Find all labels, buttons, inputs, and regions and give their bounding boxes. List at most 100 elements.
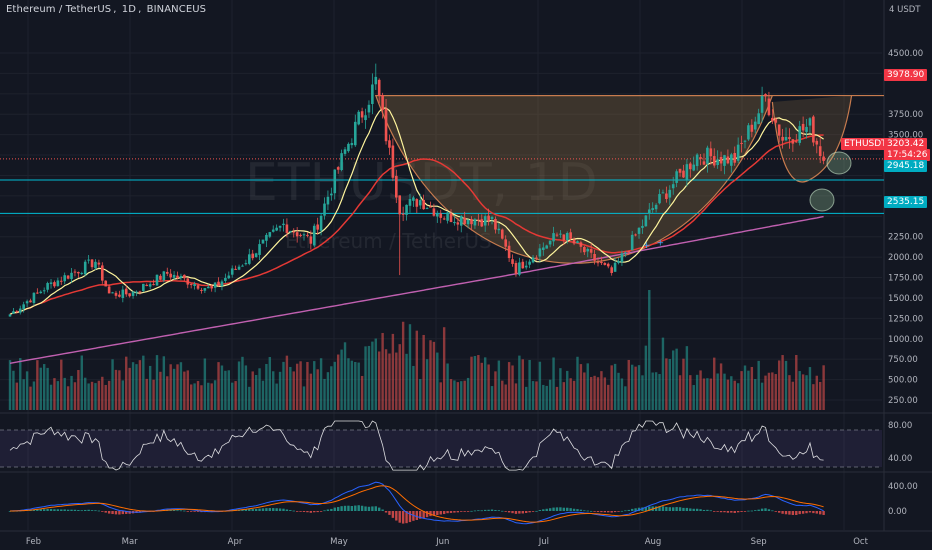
candle-body	[230, 268, 234, 275]
macd-hist-bar	[442, 511, 446, 515]
candle-body	[442, 218, 446, 220]
time-tick-label: Sep	[751, 537, 767, 547]
candle-body	[56, 280, 60, 287]
macd-hist-bar	[777, 511, 781, 513]
volume-bar	[548, 379, 552, 410]
volume-bar	[483, 357, 487, 410]
macd-hist-bar	[713, 511, 716, 512]
candle-body	[477, 219, 480, 221]
macd-hist-bar	[309, 511, 313, 513]
macd-hist-bar	[682, 507, 685, 511]
candle-body	[726, 156, 730, 164]
volume-bar	[627, 359, 630, 410]
volume-bar	[661, 337, 665, 410]
volume-bar	[719, 363, 723, 410]
volume-bar	[272, 371, 275, 410]
volume-bar	[706, 378, 709, 410]
candle-body	[634, 234, 637, 236]
volume-bar	[258, 368, 261, 410]
candle-body	[418, 200, 422, 206]
volume-bar	[118, 370, 121, 410]
candle-body	[292, 231, 296, 233]
macd-hist-bar	[381, 509, 384, 511]
candle-body	[733, 153, 737, 163]
volume-bar	[754, 379, 757, 410]
volume-bar	[128, 367, 131, 410]
candle-body	[459, 215, 463, 226]
candle-body	[736, 144, 740, 161]
macd-hist-bar	[432, 511, 436, 516]
volume-bar	[176, 364, 179, 410]
macd-hist-bar	[374, 506, 377, 511]
volume-bar	[525, 386, 528, 410]
volume-bar	[207, 382, 210, 410]
macd-hist-bar	[278, 508, 282, 511]
volume-bar	[412, 365, 415, 410]
macd-hist-bar	[258, 508, 261, 511]
candle-body	[22, 304, 25, 310]
volume-bar	[801, 374, 805, 410]
macd-hist-bar	[805, 511, 808, 514]
candle-body	[518, 262, 521, 275]
volume-bar	[278, 371, 282, 410]
volume-bar	[439, 382, 442, 410]
volume-bar	[145, 378, 148, 410]
candle-body	[268, 232, 272, 237]
candle-body	[791, 139, 795, 144]
volume-bar	[528, 359, 531, 410]
macd-hist-bar	[101, 511, 104, 512]
macd-hist-bar	[340, 506, 343, 511]
candle-body	[583, 247, 586, 253]
macd-hist-bar	[275, 508, 278, 511]
price-tick-label: 3500.00	[888, 131, 923, 141]
volume-bar	[32, 381, 36, 410]
volume-bar	[504, 384, 507, 410]
volume-bar	[658, 374, 661, 410]
volume-bar	[111, 359, 114, 410]
macd-hist-bar	[572, 508, 576, 511]
rsi-band	[0, 430, 882, 467]
volume-bar	[265, 363, 268, 410]
candle-body	[124, 288, 128, 295]
volume-bar	[637, 365, 641, 410]
volume-bar	[405, 353, 408, 410]
candle-body	[572, 239, 576, 244]
macd-line	[9, 481, 824, 525]
candle-body	[357, 111, 360, 125]
volume-bar	[689, 375, 692, 410]
volume-bar	[569, 378, 572, 410]
volume-bar	[436, 352, 439, 410]
macd-hist-bar	[347, 505, 350, 511]
macd-hist-bar	[422, 511, 425, 518]
volume-bar	[401, 321, 405, 410]
macd-hist-bar	[743, 511, 747, 512]
volume-bar	[125, 356, 128, 410]
volume-bar	[241, 356, 244, 410]
macd-hist-bar	[179, 510, 183, 512]
macd-hist-bar	[254, 508, 258, 511]
macd-hist-bar	[579, 509, 583, 511]
volume-bar	[224, 370, 227, 410]
macd-hist-bar	[408, 511, 412, 523]
volume-bar	[415, 330, 419, 410]
candle-body	[695, 154, 699, 167]
volume-bar	[774, 374, 777, 410]
volume-bar	[808, 367, 812, 410]
volume-bar	[381, 332, 384, 410]
ma-long-line	[9, 215, 824, 364]
macd-hist-bar	[80, 510, 83, 512]
candle-body	[535, 257, 538, 259]
candle-body	[63, 275, 66, 282]
volume-bar	[248, 386, 251, 410]
volume-bar	[326, 372, 330, 410]
macd-hist-bar	[477, 510, 480, 512]
moving-averages: + +	[9, 107, 824, 364]
macd-hist-bar	[473, 510, 477, 512]
candle-body	[254, 253, 258, 258]
candle-body	[624, 252, 627, 254]
volume-bar	[357, 362, 360, 410]
candle-body	[101, 265, 104, 281]
candle-body	[408, 199, 412, 206]
macd-hist-bar	[798, 511, 801, 515]
